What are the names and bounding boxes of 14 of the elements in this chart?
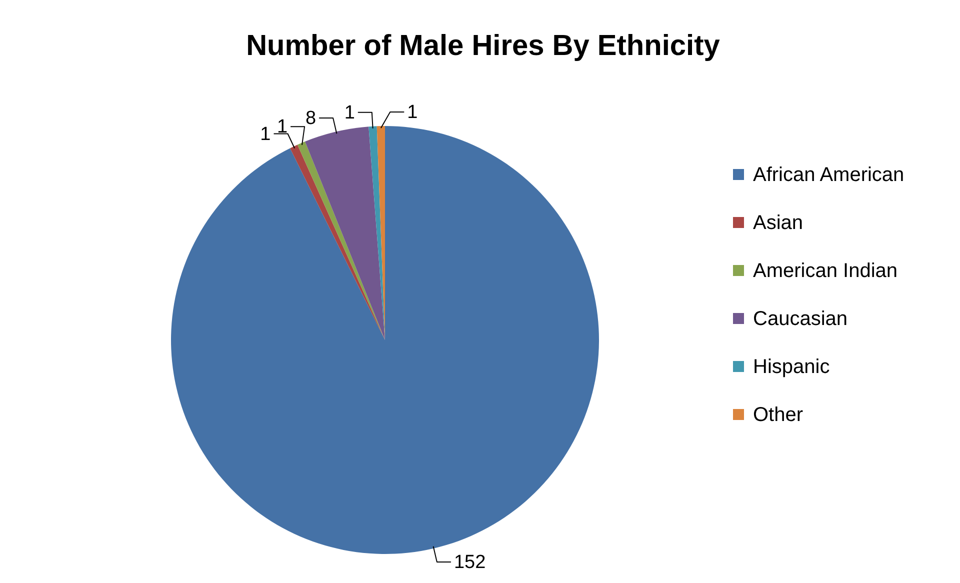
legend-label: Hispanic xyxy=(753,356,830,378)
data-label: 1 xyxy=(276,116,288,138)
chart-title: Number of Male Hires By Ethnicity xyxy=(246,30,720,62)
legend-label: American Indian xyxy=(753,260,898,282)
data-label: 8 xyxy=(305,108,316,129)
data-label: 1 xyxy=(260,124,271,145)
legend-label: Caucasian xyxy=(753,308,848,330)
legend-label: Other xyxy=(753,404,804,426)
legend-label: Asian xyxy=(753,212,804,234)
data-label: 152 xyxy=(454,552,486,574)
data-label: 1 xyxy=(344,102,355,124)
legend-label: African American xyxy=(753,164,904,186)
data-label: 1 xyxy=(407,102,418,124)
pie-slice xyxy=(368,126,385,340)
